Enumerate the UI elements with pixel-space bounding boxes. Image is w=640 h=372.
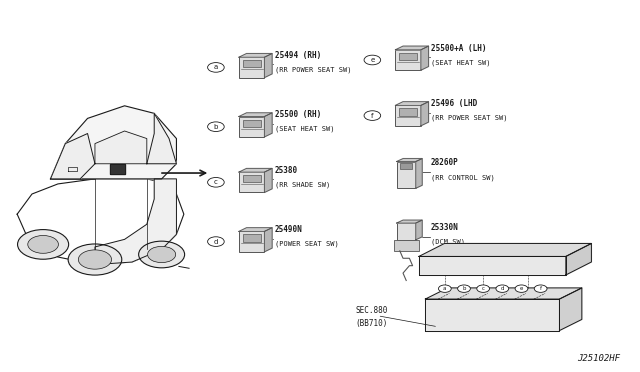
Circle shape	[477, 285, 490, 292]
Text: (RR CONTROL SW): (RR CONTROL SW)	[431, 174, 495, 181]
Text: e: e	[371, 57, 374, 63]
Circle shape	[207, 122, 224, 132]
Polygon shape	[426, 288, 582, 299]
Polygon shape	[239, 54, 272, 57]
Text: 25500 (RH): 25500 (RH)	[275, 110, 321, 119]
Text: (RR POWER SEAT SW): (RR POWER SEAT SW)	[275, 67, 351, 73]
Text: c: c	[482, 286, 484, 291]
Polygon shape	[426, 299, 559, 331]
Text: c: c	[214, 179, 218, 185]
FancyBboxPatch shape	[243, 119, 260, 127]
Polygon shape	[559, 288, 582, 331]
Circle shape	[515, 285, 528, 292]
Text: (RR POWER SEAT SW): (RR POWER SEAT SW)	[431, 115, 508, 121]
Polygon shape	[416, 158, 422, 188]
Text: a: a	[443, 286, 447, 291]
Polygon shape	[419, 256, 566, 275]
Polygon shape	[264, 169, 272, 192]
Text: 25490N: 25490N	[275, 225, 303, 234]
Circle shape	[207, 237, 224, 246]
Polygon shape	[51, 106, 177, 179]
Text: f: f	[540, 286, 541, 291]
FancyBboxPatch shape	[399, 53, 417, 60]
FancyBboxPatch shape	[239, 231, 264, 252]
Circle shape	[78, 250, 111, 269]
Text: e: e	[520, 286, 523, 291]
FancyBboxPatch shape	[243, 175, 260, 182]
FancyBboxPatch shape	[399, 109, 417, 116]
Polygon shape	[397, 220, 422, 223]
Polygon shape	[397, 158, 422, 161]
Polygon shape	[416, 220, 422, 240]
Circle shape	[207, 62, 224, 72]
Text: d: d	[500, 286, 504, 291]
Circle shape	[17, 230, 68, 259]
Circle shape	[438, 285, 451, 292]
FancyBboxPatch shape	[239, 57, 264, 78]
Text: 25496 (LHD: 25496 (LHD	[431, 99, 477, 108]
Polygon shape	[147, 113, 177, 164]
Text: 25494 (RH): 25494 (RH)	[275, 51, 321, 60]
Text: (SEAT HEAT SW): (SEAT HEAT SW)	[431, 59, 491, 66]
Circle shape	[364, 111, 381, 121]
Polygon shape	[264, 228, 272, 252]
Polygon shape	[419, 243, 591, 256]
FancyBboxPatch shape	[397, 161, 416, 188]
Text: b: b	[462, 286, 466, 291]
Text: SEC.880
(BB710): SEC.880 (BB710)	[355, 307, 387, 328]
FancyBboxPatch shape	[400, 163, 412, 169]
Polygon shape	[95, 131, 147, 164]
Text: 25380: 25380	[275, 166, 298, 175]
Text: (DCM SW): (DCM SW)	[431, 239, 465, 246]
Polygon shape	[110, 164, 125, 174]
Polygon shape	[239, 113, 272, 116]
Polygon shape	[51, 134, 95, 179]
Circle shape	[458, 285, 470, 292]
Text: a: a	[214, 64, 218, 70]
Text: 28260P: 28260P	[431, 158, 459, 167]
FancyBboxPatch shape	[243, 234, 260, 241]
Polygon shape	[239, 169, 272, 172]
Text: (SEAT HEAT SW): (SEAT HEAT SW)	[275, 126, 334, 132]
Text: d: d	[214, 238, 218, 245]
Polygon shape	[396, 46, 429, 50]
FancyBboxPatch shape	[396, 105, 421, 126]
Polygon shape	[566, 243, 591, 275]
Circle shape	[496, 285, 509, 292]
Circle shape	[364, 55, 381, 65]
FancyBboxPatch shape	[397, 223, 416, 240]
Circle shape	[28, 235, 58, 253]
FancyBboxPatch shape	[394, 240, 419, 251]
Text: (RR SHADE SW): (RR SHADE SW)	[275, 182, 330, 188]
Polygon shape	[95, 179, 177, 264]
Text: f: f	[371, 113, 374, 119]
Circle shape	[207, 177, 224, 187]
Text: 25500+A (LH): 25500+A (LH)	[431, 44, 486, 52]
Text: b: b	[214, 124, 218, 130]
Polygon shape	[264, 113, 272, 137]
FancyBboxPatch shape	[239, 116, 264, 137]
Polygon shape	[239, 228, 272, 231]
Polygon shape	[396, 102, 429, 105]
Circle shape	[139, 241, 184, 268]
Text: J25102HF: J25102HF	[577, 354, 620, 363]
Circle shape	[68, 244, 122, 275]
Text: (POWER SEAT SW): (POWER SEAT SW)	[275, 241, 339, 247]
Circle shape	[534, 285, 547, 292]
FancyBboxPatch shape	[396, 50, 421, 70]
Polygon shape	[421, 46, 429, 70]
Circle shape	[148, 246, 175, 263]
Text: 25330N: 25330N	[431, 223, 459, 232]
FancyBboxPatch shape	[239, 172, 264, 192]
Polygon shape	[421, 102, 429, 126]
Polygon shape	[264, 54, 272, 78]
FancyBboxPatch shape	[243, 60, 260, 67]
